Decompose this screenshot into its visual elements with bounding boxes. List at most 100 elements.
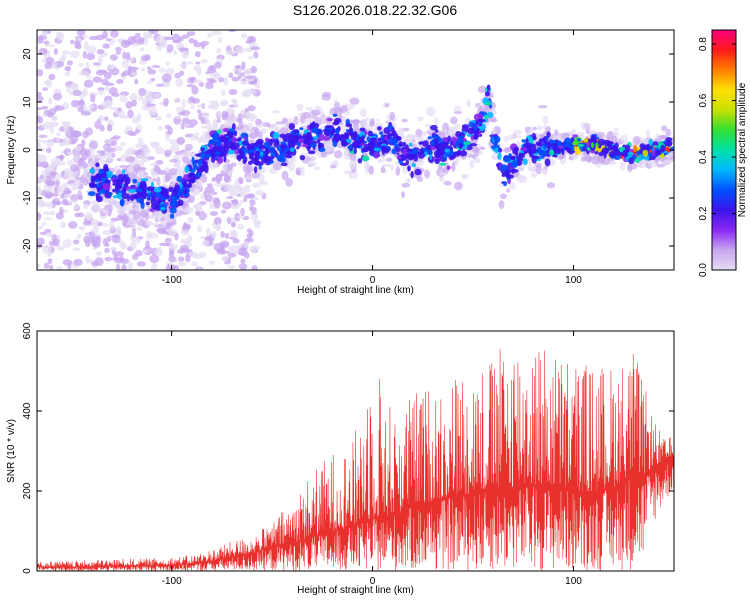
spectrogram-cell: [142, 147, 151, 156]
spectrogram-cell: [138, 188, 143, 193]
spectrogram-cell: [498, 200, 505, 210]
spectrogram-cell: [288, 122, 296, 131]
x-tick-label: 0: [370, 275, 376, 286]
spectrogram-cell: [353, 131, 358, 136]
spectrogram-cell: [145, 201, 150, 206]
spectrogram-cell: [66, 85, 72, 93]
spectrogram-cell: [539, 151, 546, 159]
spectrogram-cell: [577, 143, 584, 148]
spectrogram-y-label: Frequency (Hz): [6, 116, 17, 185]
spectrogram-cell: [194, 51, 201, 58]
spectrogram-cell: [192, 176, 200, 180]
spectrogram-cell: [137, 37, 145, 42]
spectrogram-cell: [209, 79, 218, 84]
spectrogram-cell: [145, 240, 150, 250]
spectrogram-cell: [108, 86, 118, 96]
spectrogram-cell: [142, 249, 148, 254]
spectrogram-cell: [156, 200, 161, 205]
spectrogram-cell: [166, 44, 174, 53]
spectrogram-cell: [184, 124, 195, 128]
spectrogram-cell: [619, 161, 626, 171]
spectrogram-cell: [590, 134, 595, 139]
spectrogram-cell: [115, 263, 121, 270]
spectrogram-cell: [74, 213, 81, 218]
spectrogram-cell: [570, 145, 575, 152]
spectrogram-cell: [193, 42, 202, 48]
spectrogram-cell: [56, 189, 61, 193]
spectrogram-cell: [166, 221, 175, 226]
spectrogram-cell: [537, 105, 548, 109]
spectrogram-cell: [454, 181, 463, 191]
spectrogram-cell: [253, 160, 261, 166]
spectrogram-cell: [195, 203, 203, 208]
spectrogram-cell: [66, 190, 73, 194]
spectrogram-cell: [245, 68, 253, 76]
spectrogram-cell: [122, 51, 127, 60]
spectrogram-cell: [211, 231, 217, 238]
spectrogram-cell: [592, 153, 599, 157]
spectrogram-cell: [299, 166, 305, 177]
spectrogram-cell: [134, 238, 141, 244]
spectrogram-cell: [580, 156, 587, 162]
spectrogram-cell: [92, 62, 101, 66]
spectrogram-cell: [183, 206, 194, 214]
spectrogram-cell: [333, 99, 339, 104]
spectrogram-cell: [166, 36, 174, 41]
spectrogram-cell: [665, 128, 672, 137]
spectrogram-cell: [396, 155, 402, 160]
spectrogram-cell: [119, 198, 125, 207]
spectrogram-cell: [258, 144, 266, 150]
spectrogram-cell: [213, 217, 222, 226]
spectrogram-cell: [313, 136, 319, 140]
spectrogram-cell: [128, 217, 137, 227]
spectrogram-cell: [275, 121, 285, 125]
spectrogram-cell: [291, 154, 297, 163]
spectrogram-cell: [163, 97, 169, 107]
spectrogram-cell: [132, 43, 140, 47]
spectrogram-cell: [122, 186, 127, 193]
spectrogram-cell: [308, 160, 317, 167]
spectrogram-cell: [48, 265, 54, 270]
spectrogram-cell: [232, 238, 240, 244]
spectrogram-cell: [660, 144, 666, 153]
spectrogram-cell: [70, 83, 78, 90]
spectrogram-cell: [62, 259, 73, 266]
spectrogram-cell: [196, 172, 201, 177]
spectrogram-cell: [70, 127, 75, 134]
spectrogram-cell: [102, 43, 111, 49]
spectrogram-cell: [66, 151, 73, 155]
spectrogram-cell: [282, 145, 288, 149]
spectrogram-cell: [178, 261, 186, 267]
spectrogram-cell: [296, 146, 300, 150]
spectrogram-cell: [82, 87, 88, 97]
spectrogram-cell: [601, 147, 609, 154]
spectrogram-cell: [220, 89, 226, 97]
spectrogram-cell: [404, 138, 409, 143]
spectrogram-cell: [72, 239, 80, 245]
spectrogram-cell: [169, 213, 175, 219]
spectrogram-cell: [400, 191, 406, 199]
spectrogram-cell: [125, 176, 131, 185]
spectrogram-cell: [624, 144, 631, 151]
spectrogram-cell: [147, 103, 156, 107]
spectrogram-x-label: Height of straight line (km): [297, 285, 414, 296]
spectrogram-cell: [137, 112, 142, 122]
spectrogram-cell: [272, 132, 280, 139]
spectrogram-cell: [227, 131, 234, 139]
spectrogram-cell: [80, 110, 91, 116]
spectrogram-cell: [436, 148, 443, 155]
spectrogram-cell: [115, 225, 122, 235]
spectrogram-cell: [512, 130, 523, 135]
spectrogram-cell: [402, 165, 408, 169]
spectrogram-cell: [345, 123, 353, 128]
spectrogram-cell: [240, 258, 246, 264]
spectrogram-cell: [536, 142, 543, 146]
spectrogram-cell: [247, 105, 256, 112]
spectrogram-cell: [279, 151, 286, 157]
spectrogram-cell: [139, 47, 145, 52]
spectrogram-cell: [222, 128, 230, 133]
spectrogram-cell: [144, 211, 150, 221]
spectrogram-cell: [37, 154, 48, 162]
spectrogram-cell: [353, 147, 357, 155]
colorbar: 0.0 0.2 0.4 0.6 0.8 Normalized spectral ampl…: [698, 29, 748, 277]
